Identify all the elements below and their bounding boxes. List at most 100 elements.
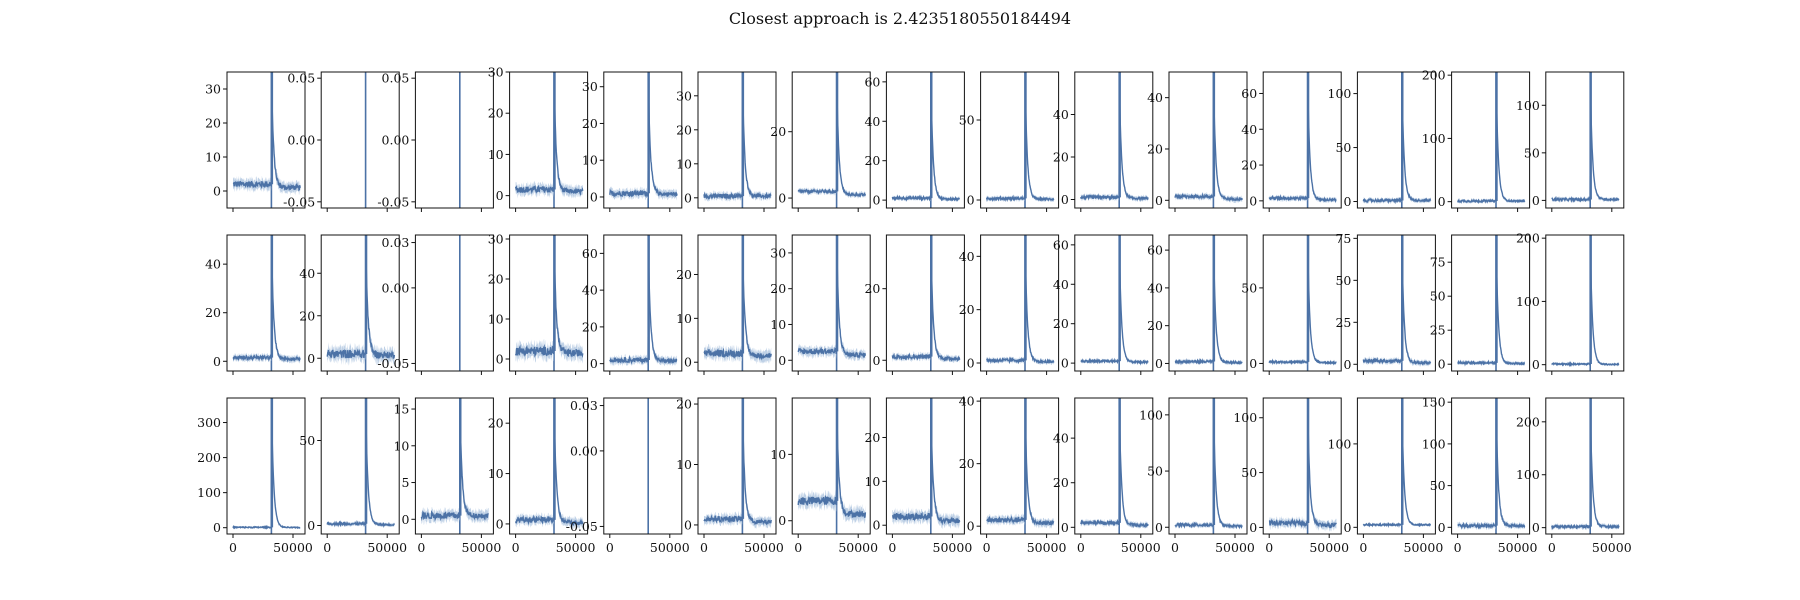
series-line xyxy=(1174,415,1243,530)
y-tick-label: 20 xyxy=(1147,318,1163,333)
y-tick-label: 100 xyxy=(197,485,221,500)
y-tick-label: 60 xyxy=(1241,86,1257,101)
y-tick-label: 50 xyxy=(1524,145,1540,160)
plot-area xyxy=(1362,72,1432,208)
uncertainty-band xyxy=(1080,414,1148,529)
uncertainty-band xyxy=(1080,251,1148,365)
axes-frame xyxy=(1262,234,1342,372)
axes-frame xyxy=(697,234,777,372)
series-line xyxy=(1457,253,1526,367)
uncertainty-band xyxy=(986,411,1054,530)
y-tick-label: 60 xyxy=(864,74,880,89)
y-tick-label: 0 xyxy=(967,519,975,534)
subplot-r2-c3: -0.05 0.00 0.03 xyxy=(377,234,494,375)
series-line xyxy=(1362,415,1432,529)
uncertainty-band xyxy=(986,88,1054,203)
subplot-r2-c11: 0 20 40 60 xyxy=(1147,234,1248,375)
uncertainty-band xyxy=(704,86,772,203)
y-tick-label: 0.05 xyxy=(382,71,410,86)
y-tick-label: 100 xyxy=(1328,86,1352,101)
x-tick-label: 0 xyxy=(323,540,331,555)
subplot-r3-c15: 0 100 200 0 50000 xyxy=(1516,397,1632,555)
x-tick-label: 50000 xyxy=(367,540,407,555)
y-tick-label: 0 xyxy=(1155,193,1163,208)
y-tick-label: 0 xyxy=(307,351,315,366)
y-tick-label: 0 xyxy=(1249,356,1257,371)
subplot-r3-c9: 0 20 40 0 50000 xyxy=(959,394,1067,555)
series-line xyxy=(703,414,772,526)
plot-area xyxy=(326,235,396,371)
y-tick-label: 100 xyxy=(1422,131,1446,146)
series-line xyxy=(797,251,867,359)
plot-area xyxy=(1551,235,1620,371)
y-tick-label: 200 xyxy=(1516,231,1540,246)
uncertainty-band xyxy=(1080,86,1148,203)
axes-frame xyxy=(414,234,494,372)
x-tick-label: 0 xyxy=(794,540,802,555)
plot-area xyxy=(986,398,1055,534)
axes-frame xyxy=(414,71,494,209)
uncertainty-band xyxy=(798,86,866,199)
y-tick-label: 40 xyxy=(299,266,315,281)
uncertainty-band xyxy=(1457,90,1525,204)
series-line xyxy=(1551,253,1620,368)
axes-frame xyxy=(791,397,871,535)
uncertainty-band xyxy=(1175,252,1243,366)
plot-area xyxy=(1362,235,1432,371)
plot-area xyxy=(1457,235,1526,371)
plot-area xyxy=(1268,398,1337,534)
x-tick-label: 0 xyxy=(983,540,991,555)
series-line xyxy=(326,253,396,360)
y-tick-label: 20 xyxy=(770,281,786,296)
x-tick-label: 0 xyxy=(1359,540,1367,555)
subplot-r2-c6: 0 10 20 xyxy=(676,234,777,375)
y-tick-label: 0 xyxy=(872,353,880,368)
x-tick-label: 50000 xyxy=(1404,540,1444,555)
series-line xyxy=(609,251,678,365)
subplot-r1-c9: 0 50 xyxy=(959,71,1060,212)
uncertainty-band xyxy=(892,410,960,530)
series-line xyxy=(891,254,961,363)
subplot-r2-c2: 0 20 40 xyxy=(299,234,400,375)
uncertainty-band xyxy=(1269,88,1337,204)
axes-frame xyxy=(885,71,965,209)
plot-area xyxy=(1080,398,1149,534)
x-tick-label: 50000 xyxy=(838,540,878,555)
y-tick-label: 0 xyxy=(401,512,409,527)
plot-area xyxy=(797,72,867,208)
y-tick-label: 20 xyxy=(676,397,692,412)
subplot-r3-c6: 0 10 20 0 50000 xyxy=(676,397,784,555)
series-line xyxy=(1551,90,1620,203)
subplot-r3-c11: 0 50 100 0 50000 xyxy=(1139,397,1255,555)
axes-frame xyxy=(1074,234,1154,372)
y-tick-label: 0 xyxy=(1438,357,1446,372)
y-tick-label: 60 xyxy=(1053,237,1069,252)
axes-frame xyxy=(885,397,965,535)
y-tick-label: 10 xyxy=(582,153,598,168)
axes-frame xyxy=(226,234,306,372)
y-tick-label: 40 xyxy=(1147,280,1163,295)
subplot-r1-c12: 0 20 40 60 xyxy=(1241,71,1342,212)
plot-area xyxy=(1174,398,1243,534)
subplot-r1-c10: 0 20 40 xyxy=(1053,71,1154,212)
uncertainty-band xyxy=(704,250,772,365)
subplot-r2-c15: 0 100 200 xyxy=(1516,231,1625,375)
plot-area xyxy=(1268,235,1337,371)
subplot-r3-c10: 0 20 40 0 50000 xyxy=(1053,397,1161,555)
series-line xyxy=(1456,91,1526,205)
series-line xyxy=(1268,253,1337,366)
plot-area xyxy=(703,72,772,208)
x-tick-label: 50000 xyxy=(1027,540,1067,555)
y-tick-label: 100 xyxy=(1516,294,1540,309)
axes-frame xyxy=(697,71,777,209)
axes-frame xyxy=(1451,397,1531,535)
axes-frame xyxy=(1545,71,1625,209)
y-tick-label: 20 xyxy=(864,430,880,445)
y-tick-label: 50 xyxy=(1335,140,1351,155)
y-tick-label: 30 xyxy=(205,82,221,97)
y-tick-label: 10 xyxy=(488,147,504,162)
y-tick-label: 20 xyxy=(864,281,880,296)
y-tick-label: 0 xyxy=(307,518,315,533)
uncertainty-band xyxy=(233,416,301,529)
